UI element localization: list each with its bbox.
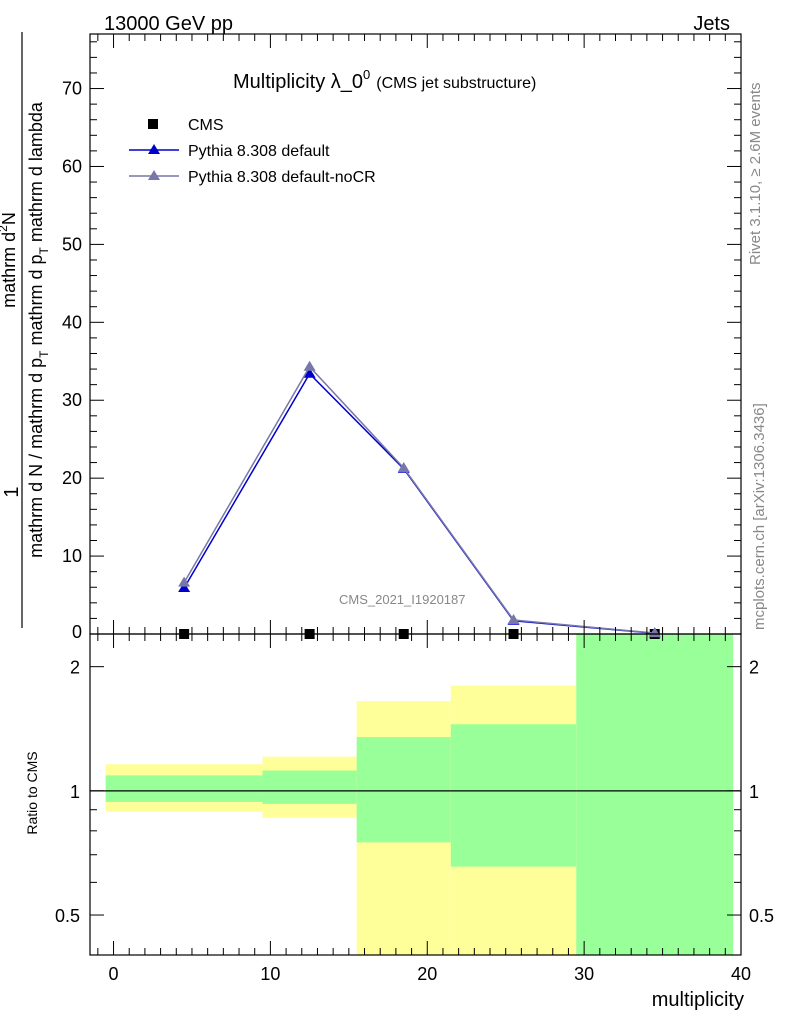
chart-title-main: Multiplicity λ_0 [233, 71, 363, 93]
ratio-ylabel: Ratio to CMS [24, 751, 40, 834]
main-ytick-label: 60 [62, 156, 82, 176]
ratio-xtick-label: 40 [731, 964, 751, 984]
xlabel: multiplicity [652, 989, 744, 1011]
main-ytick-label: 30 [62, 390, 82, 410]
axis-labels: 10 20 30 40 50 60 70 0 0 10 20 30 40 0.5 0.5 1 1 2 2 [55, 79, 774, 984]
chart-title-sup: 0 [363, 67, 370, 82]
ratio-band-green-1 [262, 770, 357, 804]
series-2-point-2 [397, 462, 410, 473]
ylabel-one: 1 [1, 486, 23, 497]
header-right: Jets [693, 13, 730, 35]
legend-marker-nocr [148, 170, 160, 180]
ratio-xtick-label: 30 [574, 964, 594, 984]
main-ylabel: 1 mathrm d2N mathrm d N / mathrm d pT ma… [0, 32, 51, 628]
main-ytick-label: 10 [62, 546, 82, 566]
ratio-xtick-label: 0 [109, 964, 119, 984]
ratio-ytick-label-left: 1 [70, 782, 80, 802]
series-1-point-0 [178, 582, 191, 593]
chart-title-small: (CMS jet substructure) [376, 75, 536, 92]
ratio-ytick-label-right: 0.5 [749, 906, 774, 926]
main-ytick-label: 50 [62, 234, 82, 254]
ratio-band-green-2 [356, 737, 451, 843]
legend-marker-cms [148, 119, 158, 129]
rivet-label: Rivet 3.1.10, ≥ 2.6M events [747, 83, 764, 266]
legend-label-cms: CMS [188, 117, 224, 134]
header-left: 13000 GeV pp [104, 13, 233, 35]
ratio-band-green-3 [450, 724, 577, 867]
ratio-xtick-label: 20 [417, 964, 437, 984]
series-2-point-0 [178, 576, 191, 587]
ylabel-numerator: mathrm d2N [0, 212, 19, 308]
legend-label-default: Pythia 8.308 default [188, 143, 330, 160]
ratio-ytick-label-right: 2 [749, 658, 759, 678]
series-2-point-1 [303, 360, 316, 371]
ratio-bands [90, 634, 741, 955]
main-ytick-label-zero: 0 [72, 622, 82, 642]
ratio-band-green-4 [576, 634, 734, 955]
ratio-ytick-label-left: 2 [70, 658, 80, 678]
ratio-ytick-label-left: 0.5 [55, 906, 80, 926]
ratio-band-green-0 [105, 775, 263, 802]
series-2-point-3 [507, 613, 520, 624]
legend-marker-default [148, 144, 160, 154]
axes [89, 33, 742, 956]
ratio-frame [89, 633, 742, 956]
mcplots-label: mcplots.cern.ch [arXiv:1306.3436] [751, 403, 768, 630]
main-ytick-label: 40 [62, 312, 82, 332]
legend: CMS Pythia 8.308 default Pythia 8.308 de… [129, 117, 376, 186]
ratio-ytick-label-right: 1 [749, 782, 759, 802]
series-1-point-1 [303, 367, 316, 378]
watermark: CMS_2021_I1920187 [339, 592, 466, 607]
chart-title: Multiplicity λ_00 (CMS jet substructure) [233, 67, 536, 93]
ylabel-denominator: mathrm d N / mathrm d pT mathrm d pT mat… [26, 101, 51, 558]
main-ytick-label: 70 [62, 79, 82, 99]
ratio-xtick-label: 10 [260, 964, 280, 984]
main-ytick-label: 20 [62, 468, 82, 488]
legend-label-nocr: Pythia 8.308 default-noCR [188, 169, 376, 186]
